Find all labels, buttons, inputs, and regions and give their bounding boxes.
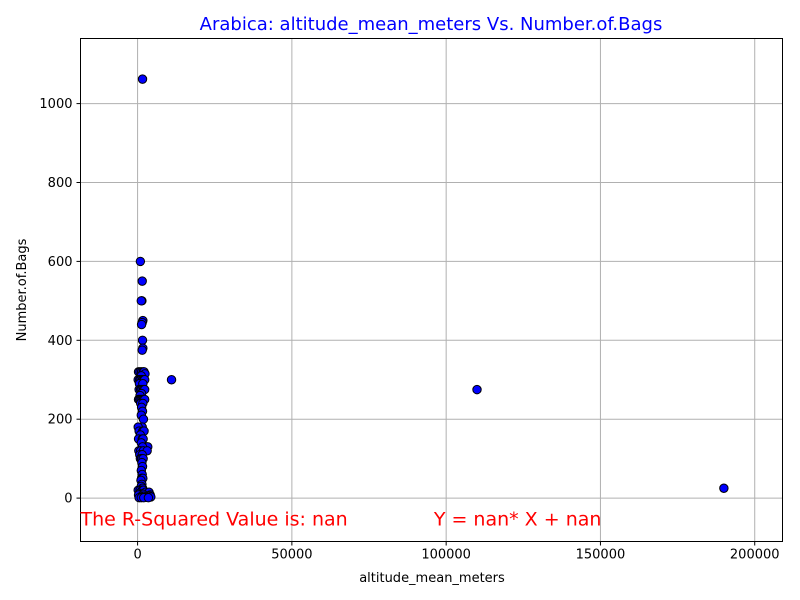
y-axis-label: Number.of.Bags bbox=[15, 238, 30, 341]
data-point bbox=[136, 319, 147, 330]
x-tick-label: 150000 bbox=[576, 548, 626, 563]
annotations: The R-Squared Value is: nan Y = nan* X + … bbox=[80, 509, 602, 531]
data-point bbox=[137, 276, 147, 286]
x-tick-label: 50000 bbox=[271, 548, 312, 563]
y-tick-label: 400 bbox=[48, 334, 73, 349]
data-point bbox=[137, 335, 148, 345]
y-tick-label: 600 bbox=[48, 255, 73, 270]
data-point bbox=[719, 483, 729, 493]
plot-frame bbox=[80, 38, 783, 542]
y-tick-label: 200 bbox=[48, 413, 73, 428]
x-tick-label: 100000 bbox=[421, 548, 471, 563]
data-point bbox=[472, 384, 482, 395]
data-point bbox=[166, 375, 177, 385]
x-axis-label: altitude_mean_meters bbox=[359, 571, 505, 586]
chart-title: Arabica: altitude_mean_meters Vs. Number… bbox=[200, 14, 663, 35]
x-axis-ticks: 0 50000 100000 150000 200000 bbox=[133, 541, 780, 563]
x-tick-label: 0 bbox=[133, 548, 141, 563]
y-tick-label: 800 bbox=[48, 176, 73, 191]
data-point bbox=[138, 414, 149, 424]
x-tick-label: 200000 bbox=[730, 548, 780, 563]
grid bbox=[80, 38, 783, 542]
data-point bbox=[143, 493, 154, 503]
y-axis-ticks: 0 200 400 600 800 1000 bbox=[39, 97, 81, 507]
annotation-text: The R-Squared Value is: nan bbox=[80, 509, 348, 531]
data-point bbox=[136, 296, 146, 306]
y-tick-label: 0 bbox=[64, 492, 72, 507]
y-tick-label: 1000 bbox=[39, 97, 72, 112]
data-point bbox=[135, 256, 146, 267]
data-point bbox=[137, 74, 148, 84]
data-points bbox=[133, 74, 729, 503]
data-point bbox=[137, 345, 147, 355]
annotation-text: Y = nan* X + nan bbox=[433, 509, 602, 531]
